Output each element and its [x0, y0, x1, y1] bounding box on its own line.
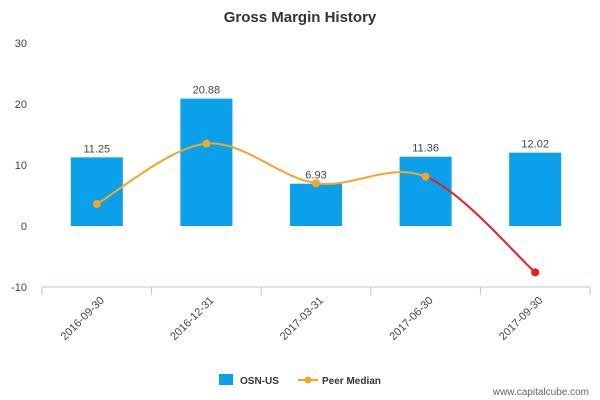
x-tick-label: 2017-06-30 — [387, 295, 435, 343]
bar-value-label: 12.02 — [521, 139, 549, 151]
bar-data-labels: 11.25 20.88 6.93 11.36 12.02 — [83, 85, 549, 182]
y-tick-label: 0 — [21, 221, 27, 233]
bar-value-label: 6.93 — [305, 170, 326, 182]
peer-median-point — [312, 179, 320, 188]
watermark: www.capitalcube.com — [492, 387, 589, 398]
chart-title: Gross Margin History — [224, 9, 377, 26]
legend-item-peer-median[interactable]: Peer Median — [298, 376, 381, 387]
bar-series — [70, 98, 562, 226]
x-axis-ticks: 2016-09-30 2016-12-31 2017-03-31 2017-06-30… — [41, 287, 591, 343]
legend-label-peer-median: Peer Median — [322, 376, 381, 387]
bar-value-label: 20.88 — [193, 85, 221, 97]
bar-2017-06-30 — [399, 156, 452, 226]
peer-median-line-segment — [96, 142, 207, 205]
y-tick-label: 20 — [15, 99, 27, 111]
y-tick-label: -10 — [11, 282, 27, 294]
x-tick-label: 2017-09-30 — [497, 295, 545, 343]
peer-median-point — [531, 268, 540, 277]
bar-value-label: 11.25 — [83, 143, 110, 155]
peer-median-line-segment — [425, 175, 536, 274]
legend-label-osn-us: OSN-US — [240, 376, 279, 387]
legend-item-osn-us[interactable]: OSN-US — [219, 374, 279, 387]
bar-2017-03-31 — [290, 183, 342, 226]
x-tick-label: 2016-12-31 — [168, 295, 216, 343]
bar-2017-09-30 — [509, 152, 562, 226]
peer-median-point — [92, 200, 101, 209]
bar-2016-12-31 — [180, 98, 233, 226]
x-tick-label: 2017-03-31 — [278, 295, 326, 343]
peer-median-point — [421, 172, 430, 181]
legend: OSN-US Peer Median — [219, 374, 381, 387]
legend-swatch-marker — [304, 376, 312, 384]
legend-swatch-bar — [219, 374, 233, 385]
y-tick-label: 30 — [15, 38, 27, 50]
peer-median-line-segment — [315, 171, 426, 186]
peer-median-line-segment — [206, 142, 317, 185]
x-tick-label: 2016-09-30 — [59, 295, 107, 343]
peer-median-point — [202, 139, 211, 148]
bar-value-label: 11.36 — [412, 143, 439, 155]
y-tick-label: 10 — [15, 160, 27, 172]
y-axis: 30 20 10 0 -10 — [11, 38, 27, 294]
peer-median-series — [92, 139, 540, 277]
